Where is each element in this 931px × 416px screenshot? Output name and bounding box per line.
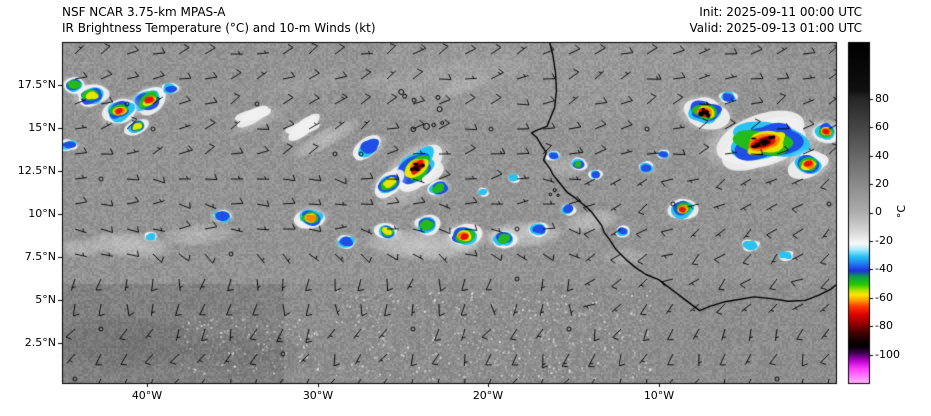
lat-tick-label: 5°N xyxy=(35,293,56,306)
lon-tick-label: 40°W xyxy=(131,389,163,402)
colorbar-unit-label: °C xyxy=(895,204,909,219)
lat-tick-label: 7.5°N xyxy=(24,250,56,263)
lon-tick-label: 20°W xyxy=(472,389,504,402)
lat-tick-label: 2.5°N xyxy=(24,336,56,349)
colorbar-tick-label: -20 xyxy=(875,234,893,247)
colorbar-tick-label: -60 xyxy=(875,291,893,304)
lat-tick-label: 17.5°N xyxy=(17,78,56,91)
colorbar-tick-label: -40 xyxy=(875,262,893,275)
lon-tick-label: 30°W xyxy=(302,389,334,402)
colorbar-tick-label: 0 xyxy=(875,205,882,218)
field-title: IR Brightness Temperature (°C) and 10-m … xyxy=(62,21,376,35)
colorbar-tick-label: -80 xyxy=(875,319,893,332)
colorbar-tick-label: 40 xyxy=(875,149,889,162)
lat-tick-label: 15°N xyxy=(28,121,56,134)
colorbar-tick-label: 60 xyxy=(875,120,889,133)
colorbar-tick-label: 80 xyxy=(875,92,889,105)
model-title: NSF NCAR 3.75-km MPAS-A xyxy=(62,5,226,19)
lon-tick-label: 10°W xyxy=(643,389,675,402)
colorbar-tick-label: -100 xyxy=(875,348,900,361)
lat-tick-label: 10°N xyxy=(28,207,56,220)
init-time-label: Init: 2025-09-11 00:00 UTC xyxy=(699,5,862,19)
colorbar-tick-label: 20 xyxy=(875,177,889,190)
valid-time-label: Valid: 2025-09-13 01:00 UTC xyxy=(689,21,862,35)
lat-tick-label: 12.5°N xyxy=(17,164,56,177)
